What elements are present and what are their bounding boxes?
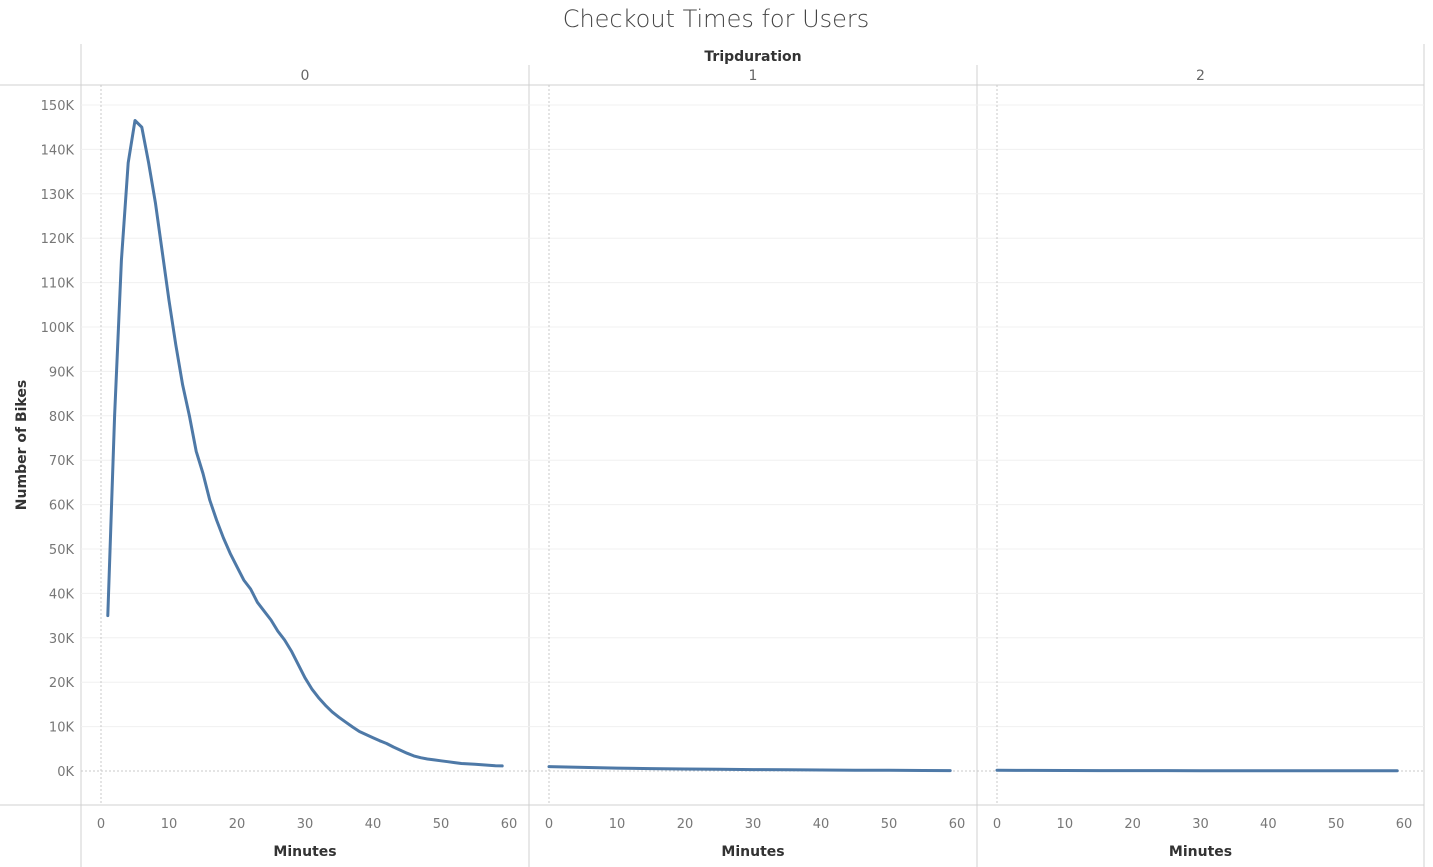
y-tick-label: 0K bbox=[57, 765, 74, 780]
x-tick-label: 60 bbox=[949, 817, 966, 832]
x-tick-label: 0 bbox=[545, 817, 553, 832]
facet-label: 2 bbox=[1196, 68, 1205, 84]
x-tick-label: 0 bbox=[993, 817, 1001, 832]
facet-label: 1 bbox=[749, 68, 758, 84]
x-tick-label: 50 bbox=[1328, 817, 1345, 832]
chart-title: Checkout Times for Users bbox=[563, 5, 870, 33]
series-line-2 bbox=[995, 768, 1399, 773]
y-tick-label: 90K bbox=[49, 365, 75, 380]
x-tick-label: 60 bbox=[501, 817, 518, 832]
facet-panel-0: 0 0 10 20 30 40 50 60 Minutes bbox=[97, 68, 517, 860]
x-tick-label: 20 bbox=[229, 817, 246, 832]
x-tick-label: 40 bbox=[813, 817, 830, 832]
x-tick-label: 10 bbox=[1057, 817, 1074, 832]
x-axis-title: Minutes bbox=[273, 844, 336, 860]
x-axis-title: Minutes bbox=[721, 844, 784, 860]
y-tick-label: 140K bbox=[41, 143, 75, 158]
facet-label: 0 bbox=[301, 68, 310, 84]
y-tick-label: 40K bbox=[49, 587, 75, 602]
facet-header: Tripduration bbox=[704, 49, 801, 65]
y-tick-label: 130K bbox=[41, 188, 75, 203]
x-tick-label: 40 bbox=[1260, 817, 1277, 832]
y-tick-label: 50K bbox=[49, 543, 75, 558]
y-tick-label: 10K bbox=[49, 721, 75, 736]
grid-lines bbox=[81, 104, 1424, 772]
y-tick-label: 60K bbox=[49, 499, 75, 514]
x-tick-label: 10 bbox=[161, 817, 178, 832]
x-tick-label: 30 bbox=[745, 817, 762, 832]
x-tick-label: 30 bbox=[1192, 817, 1209, 832]
x-tick-label: 60 bbox=[1396, 817, 1413, 832]
x-tick-label: 20 bbox=[677, 817, 694, 832]
y-tick-label: 80K bbox=[49, 410, 75, 425]
series-line-0 bbox=[106, 119, 504, 768]
x-tick-label: 20 bbox=[1124, 817, 1141, 832]
x-axis-title: Minutes bbox=[1169, 844, 1232, 860]
x-tick-label: 50 bbox=[881, 817, 898, 832]
x-tick-label: 10 bbox=[609, 817, 626, 832]
x-tick-label: 30 bbox=[297, 817, 314, 832]
y-axis-ticks: 0K 10K 20K 30K 40K 50K 60K 70K 80K 90K 100K 110K 120… bbox=[41, 99, 75, 780]
y-tick-label: 110K bbox=[41, 277, 75, 292]
y-tick-label: 70K bbox=[49, 454, 75, 469]
x-tick-label: 40 bbox=[365, 817, 382, 832]
y-tick-label: 120K bbox=[41, 232, 75, 247]
y-tick-label: 150K bbox=[41, 99, 75, 114]
series-line-1 bbox=[547, 765, 952, 773]
y-tick-label: 20K bbox=[49, 676, 75, 691]
x-tick-label: 50 bbox=[433, 817, 450, 832]
y-axis-title: Number of Bikes bbox=[14, 380, 30, 510]
y-tick-label: 30K bbox=[49, 632, 75, 647]
y-tick-label: 100K bbox=[41, 321, 75, 336]
x-tick-label: 0 bbox=[97, 817, 105, 832]
chart-frame bbox=[0, 44, 1425, 867]
